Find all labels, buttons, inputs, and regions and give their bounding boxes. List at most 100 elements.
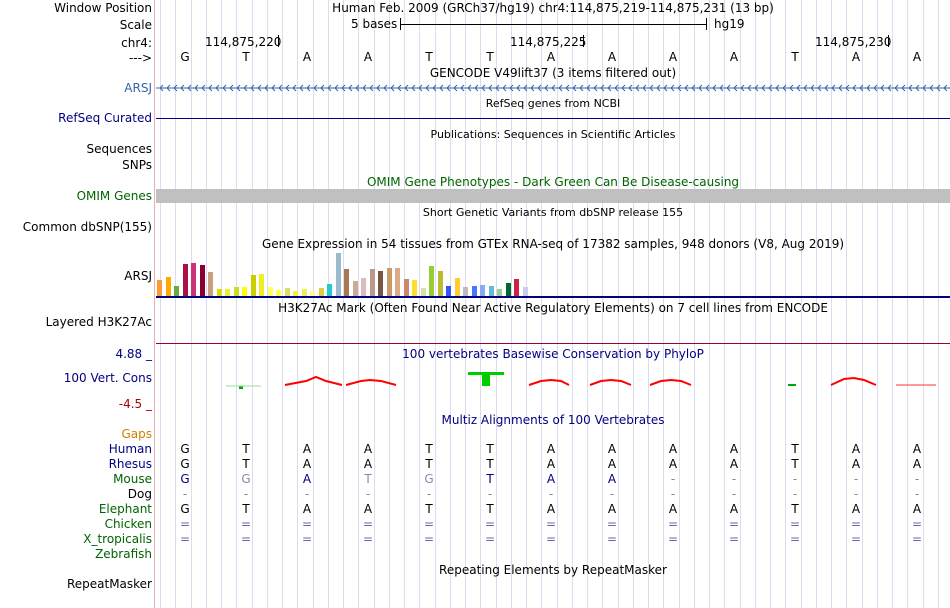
gtex-tissue-bar[interactable] bbox=[522, 287, 528, 296]
repeatmasker-label[interactable]: RepeatMasker bbox=[66, 577, 152, 591]
gtex-tissue-bar[interactable] bbox=[454, 278, 460, 296]
species-label[interactable]: Dog bbox=[127, 487, 152, 501]
gtex-tissue-bar[interactable] bbox=[310, 291, 315, 296]
tick-label-1: 114,875,220 bbox=[205, 35, 282, 49]
grid-line bbox=[236, 0, 237, 608]
gencode-arsj-label[interactable]: ARSJ bbox=[124, 81, 152, 95]
species-label[interactable]: X_tropicalis bbox=[83, 532, 152, 546]
gtex-tissue-bar[interactable] bbox=[250, 275, 256, 296]
refseq-label[interactable]: RefSeq Curated bbox=[58, 111, 152, 125]
strand-chevron bbox=[943, 84, 948, 92]
gtex-tissue-bar[interactable] bbox=[403, 279, 409, 296]
gtex-tissue-bar[interactable] bbox=[514, 279, 519, 296]
phylop-label[interactable]: 100 Vert. Cons bbox=[63, 371, 152, 385]
gtex-tissue-bar[interactable] bbox=[318, 288, 324, 296]
gtex-tissue-bar[interactable] bbox=[216, 289, 222, 296]
base-letter: A bbox=[668, 50, 678, 64]
refseq-gene-line[interactable] bbox=[156, 118, 950, 119]
aligned-base: = bbox=[728, 517, 740, 531]
species-label[interactable]: Elephant bbox=[98, 502, 152, 516]
gtex-tissue-bar[interactable] bbox=[327, 284, 332, 296]
omim-label[interactable]: OMIM Genes bbox=[76, 189, 152, 203]
aligned-base: T bbox=[486, 472, 494, 486]
gtex-tissue-bar[interactable] bbox=[174, 286, 179, 296]
gtex-tissue-bar[interactable] bbox=[446, 286, 451, 296]
aligned-base: = bbox=[667, 532, 679, 546]
species-label[interactable]: Zebrafish bbox=[95, 547, 152, 561]
aligned-base: A bbox=[302, 457, 312, 471]
strand-chevron bbox=[719, 84, 724, 92]
aligned-base: - bbox=[243, 487, 249, 501]
aligned-base: A bbox=[302, 502, 312, 516]
gtex-arsj-label[interactable]: ARSJ bbox=[124, 269, 152, 283]
gtex-tissue-bar[interactable] bbox=[267, 287, 273, 296]
gtex-tissue-bar[interactable] bbox=[242, 287, 247, 296]
strand-chevron bbox=[194, 84, 199, 92]
gencode-gene-track[interactable] bbox=[156, 82, 950, 94]
snps-label[interactable]: SNPs bbox=[122, 158, 152, 172]
gtex-tissue-bar[interactable] bbox=[480, 285, 485, 296]
gtex-tissue-bar[interactable] bbox=[488, 286, 494, 296]
strand-chevron bbox=[621, 84, 626, 92]
aligned-base: = bbox=[789, 532, 801, 546]
grid-line bbox=[633, 0, 634, 608]
aligned-base: A bbox=[668, 442, 678, 456]
strand-chevron bbox=[901, 84, 906, 92]
species-label[interactable]: Human bbox=[108, 442, 152, 456]
gtex-tissue-bar[interactable] bbox=[199, 265, 205, 296]
omim-gene-bar[interactable] bbox=[156, 189, 950, 203]
gtex-tissue-bar[interactable] bbox=[386, 268, 392, 296]
gtex-tissue-bar[interactable] bbox=[301, 289, 307, 296]
dbsnp-label[interactable]: Common dbSNP(155) bbox=[22, 220, 152, 234]
strand-chevron bbox=[579, 84, 584, 92]
gtex-tissue-bar[interactable] bbox=[344, 269, 349, 296]
gtex-tissue-bar[interactable] bbox=[182, 264, 188, 296]
aligned-base: = bbox=[850, 517, 862, 531]
gtex-tissue-bar[interactable] bbox=[284, 288, 290, 296]
gtex-tissue-bar[interactable] bbox=[471, 286, 477, 296]
strand-chevron bbox=[474, 84, 479, 92]
gtex-tissue-bar[interactable] bbox=[165, 277, 171, 296]
grid-line bbox=[907, 0, 908, 608]
gtex-tissue-bar[interactable] bbox=[437, 271, 443, 296]
phylop-conservation-plot[interactable] bbox=[156, 368, 950, 390]
species-label[interactable]: Mouse bbox=[113, 472, 152, 486]
species-label[interactable]: Rhesus bbox=[108, 457, 152, 471]
gtex-tissue-bar[interactable] bbox=[369, 269, 375, 296]
aligned-base: A bbox=[363, 442, 373, 456]
aligned-base: A bbox=[302, 472, 312, 486]
gtex-tissue-bar[interactable] bbox=[335, 253, 341, 296]
gtex-tissue-bar[interactable] bbox=[505, 283, 511, 296]
grid-line bbox=[221, 0, 222, 608]
gtex-tissue-bar[interactable] bbox=[352, 281, 358, 296]
gtex-tissue-bar[interactable] bbox=[233, 287, 239, 296]
species-label[interactable]: Chicken bbox=[104, 517, 152, 531]
strand-chevron bbox=[796, 84, 801, 92]
aligned-base: A bbox=[729, 502, 739, 516]
gtex-tissue-bar[interactable] bbox=[225, 289, 230, 296]
gtex-tissue-bar[interactable] bbox=[420, 288, 426, 296]
phylop-min-label: -4.5 _ bbox=[118, 397, 152, 411]
strand-chevron bbox=[831, 84, 836, 92]
grid-line bbox=[175, 0, 176, 608]
gtex-tissue-bar[interactable] bbox=[395, 268, 400, 296]
gtex-tissue-bar[interactable] bbox=[208, 272, 213, 296]
gtex-tissue-bar[interactable] bbox=[429, 266, 434, 296]
h3k27ac-label[interactable]: Layered H3K27Ac bbox=[45, 315, 152, 329]
gtex-tissue-bar[interactable] bbox=[259, 274, 264, 296]
base-letter: A bbox=[729, 50, 739, 64]
gtex-tissue-bar[interactable] bbox=[361, 278, 366, 296]
gtex-tissue-bar[interactable] bbox=[463, 287, 468, 296]
gtex-tissue-bar[interactable] bbox=[191, 263, 196, 296]
gtex-tissue-bar[interactable] bbox=[293, 291, 298, 296]
sequences-label[interactable]: Sequences bbox=[86, 142, 152, 156]
gtex-tissue-bar[interactable] bbox=[276, 290, 281, 296]
h3k27ac-signal-line[interactable] bbox=[156, 343, 950, 344]
aligned-base: - bbox=[731, 487, 737, 501]
gtex-tissue-bar[interactable] bbox=[497, 289, 502, 296]
gtex-tissue-bar[interactable] bbox=[412, 280, 417, 296]
strand-chevron bbox=[481, 84, 486, 92]
gtex-tissue-bar[interactable] bbox=[378, 271, 383, 296]
gtex-tissue-bar[interactable] bbox=[157, 280, 162, 296]
strand-chevron bbox=[404, 84, 409, 92]
